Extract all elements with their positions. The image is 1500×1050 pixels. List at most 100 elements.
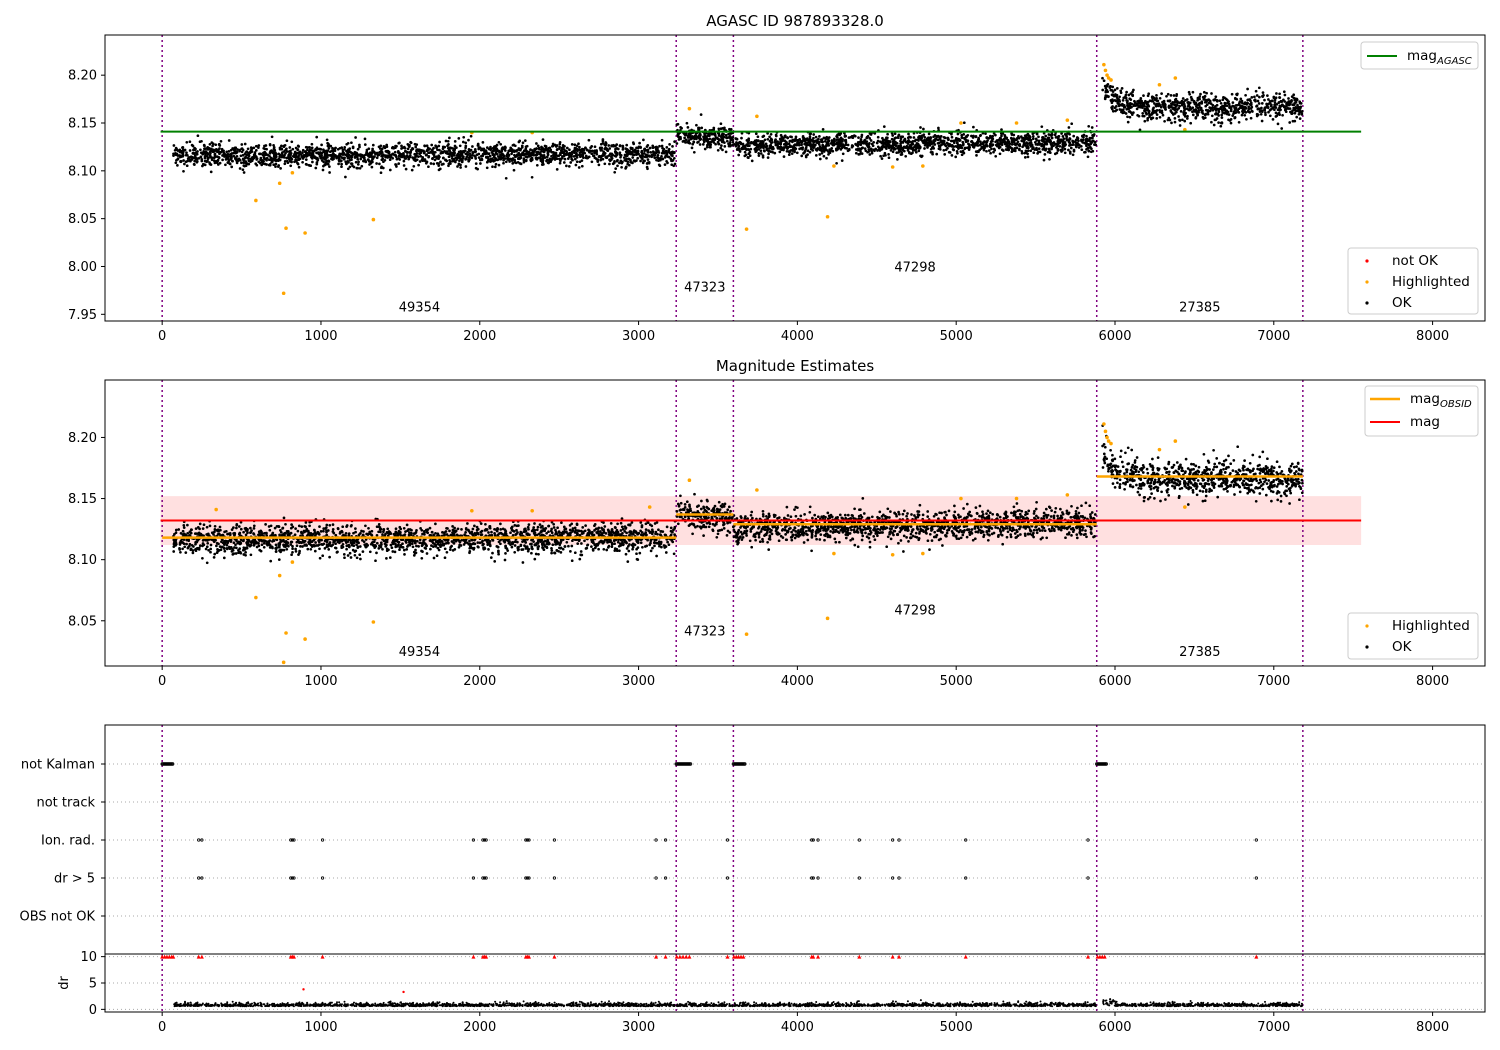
ok-point xyxy=(404,167,408,171)
ok-point xyxy=(910,147,914,151)
ok-point xyxy=(1023,156,1027,159)
ok-point xyxy=(750,140,753,144)
ok-point xyxy=(1225,98,1229,102)
ok-point xyxy=(1223,96,1226,100)
ok-point xyxy=(360,164,364,168)
ok-point xyxy=(201,164,204,168)
ok-point xyxy=(322,148,325,152)
ok-point xyxy=(1125,101,1129,105)
ok-point xyxy=(854,142,857,146)
ok-point xyxy=(712,126,716,130)
ok-point xyxy=(1139,97,1143,100)
ok-point xyxy=(637,152,640,156)
ok-point xyxy=(767,149,771,153)
ok-point xyxy=(672,156,676,160)
ok-point xyxy=(354,160,358,164)
ok-point xyxy=(426,146,430,150)
ok-point xyxy=(1223,104,1227,108)
ok-point xyxy=(1200,110,1204,114)
ok-point xyxy=(554,154,557,158)
ok-point xyxy=(956,141,959,145)
ok-point xyxy=(747,143,751,147)
ok-point xyxy=(1038,142,1042,146)
ok-point xyxy=(795,151,799,155)
ok-point xyxy=(1170,111,1174,115)
ok-point xyxy=(508,160,511,163)
ok-point xyxy=(558,161,562,165)
ok-point xyxy=(217,150,220,154)
ok-point xyxy=(581,151,585,155)
ok-point xyxy=(1045,142,1049,146)
ok-point xyxy=(887,153,890,156)
ok-point xyxy=(863,147,867,150)
ok-point xyxy=(1148,99,1152,103)
ok-point xyxy=(1166,99,1170,103)
ok-point xyxy=(648,146,652,150)
ok-point xyxy=(196,134,200,138)
ok-point xyxy=(959,144,963,147)
ok-point xyxy=(951,139,955,143)
ok-point xyxy=(1218,107,1221,111)
ok-point xyxy=(1035,132,1039,136)
ok-point xyxy=(196,157,199,160)
ok-point xyxy=(254,144,258,148)
ok-point xyxy=(601,139,605,143)
ok-point xyxy=(409,150,413,154)
ok-point xyxy=(950,132,953,136)
ok-point xyxy=(827,139,831,143)
ok-point xyxy=(804,147,808,151)
ok-point xyxy=(771,140,774,144)
x-tick-label-0-6: 6000 xyxy=(1098,329,1131,344)
ok-point xyxy=(825,148,828,152)
ok-point xyxy=(240,161,243,165)
ok-point xyxy=(809,138,813,142)
ok-point xyxy=(634,149,638,153)
ok-point xyxy=(1125,99,1128,102)
ok-point xyxy=(219,139,223,143)
ok-point xyxy=(473,147,477,151)
ok-point xyxy=(230,152,234,155)
ok-point xyxy=(448,158,451,162)
ok-point xyxy=(1118,95,1121,99)
ok-point xyxy=(174,161,178,165)
ok-point xyxy=(346,155,350,158)
ok-point xyxy=(857,136,860,139)
ok-point xyxy=(523,139,527,142)
ok-point xyxy=(972,125,975,129)
ok-point xyxy=(314,166,318,170)
ok-point xyxy=(902,149,906,153)
ok-point xyxy=(894,136,898,140)
ok-point xyxy=(655,158,658,162)
ok-point xyxy=(516,160,520,164)
ok-point xyxy=(575,153,579,157)
ok-point xyxy=(427,154,431,158)
ok-point xyxy=(686,134,690,138)
ok-point xyxy=(384,545,388,548)
ok-point xyxy=(186,523,189,527)
ok-point xyxy=(1124,93,1128,97)
ok-point xyxy=(221,158,224,162)
ok-point xyxy=(225,150,229,154)
ok-point xyxy=(1117,104,1121,108)
ok-point xyxy=(620,161,624,165)
ok-point xyxy=(1058,144,1062,148)
ok-point xyxy=(1282,105,1286,109)
highlighted-point xyxy=(254,198,258,203)
ok-point xyxy=(437,144,441,148)
ok-point xyxy=(620,525,624,529)
ok-point xyxy=(261,162,265,165)
ok-point xyxy=(263,144,266,148)
ok-point xyxy=(347,148,351,152)
ok-point xyxy=(1126,115,1129,119)
ok-point xyxy=(1197,102,1201,106)
ok-point xyxy=(805,137,809,140)
ok-point xyxy=(172,144,176,147)
ok-point xyxy=(1120,103,1123,107)
ok-point xyxy=(1268,114,1272,118)
ok-point xyxy=(1037,139,1041,143)
ok-point xyxy=(360,153,364,157)
ok-point xyxy=(1255,112,1259,116)
ok-point xyxy=(1040,125,1044,129)
ok-point xyxy=(639,145,642,149)
ok-point xyxy=(199,148,202,152)
